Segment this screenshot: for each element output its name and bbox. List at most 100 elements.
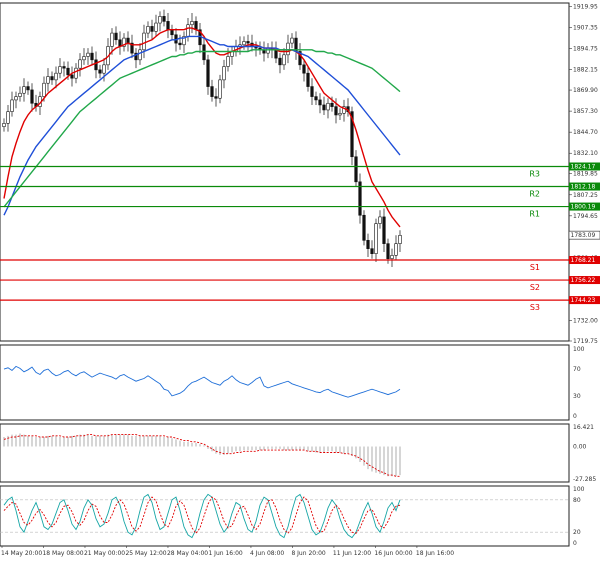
candle-body: [378, 216, 382, 224]
candle-body: [162, 16, 166, 22]
candle-body: [66, 67, 70, 76]
price-y-tick-label: 1719.75: [573, 338, 598, 345]
candle-body: [302, 64, 306, 74]
candle-body: [138, 49, 142, 61]
candle-body: [14, 96, 18, 101]
level-name-label: R3: [529, 169, 540, 178]
candle-body: [382, 216, 386, 244]
candle-body: [286, 42, 290, 56]
oscillator-3-y-tick-label: 20: [573, 529, 581, 536]
price-plot-frame: [0, 2, 570, 342]
candle-body: [306, 72, 310, 87]
oscillator-1-line: [3, 365, 401, 398]
candle-body: [42, 82, 46, 97]
candle-body: [26, 86, 30, 91]
time-tick-label: 4 Jun 08:00: [250, 550, 284, 557]
candle-body: [110, 32, 114, 47]
oscillator-2-panel: 16.421 0.00 -27.285: [0, 423, 596, 483]
candle-body: [170, 29, 174, 36]
candle-body: [82, 56, 86, 61]
candle-body: [386, 243, 390, 259]
candle-body: [6, 111, 10, 124]
time-tick-label: 8 Jun 20:00: [291, 550, 325, 557]
level-value-tag: [569, 276, 600, 285]
candle-body: [274, 49, 278, 59]
moving-average-line: [3, 35, 401, 216]
level-value-tag: [569, 162, 600, 171]
candle-body: [86, 52, 90, 57]
time-tick-label: 11 Jun 12:00: [333, 550, 371, 557]
candle-body: [322, 104, 326, 111]
candle-body: [134, 52, 138, 61]
candle-body: [74, 67, 78, 79]
candle-body: [22, 86, 26, 94]
level-value-text: 1768.21: [571, 257, 596, 264]
candle-body: [318, 99, 322, 106]
candle-body: [370, 248, 374, 254]
candle-body: [222, 66, 226, 81]
candle-body: [146, 26, 150, 34]
level-value-text: 1812.18: [571, 184, 596, 191]
candle-body: [266, 47, 270, 54]
candle-body: [298, 51, 302, 66]
price-panel: 1919.95 1907.35 1894.75 1882.15 1869.90 1857.…: [0, 2, 600, 345]
candle-body: [246, 41, 250, 44]
candle-body: [94, 59, 98, 71]
oscillator-2-frame: [0, 423, 570, 483]
candle-body: [374, 223, 378, 254]
candle-body: [282, 54, 286, 66]
candle-body: [334, 106, 338, 116]
candle-body: [226, 56, 230, 67]
oscillator-2-y-tick-label: 16.421: [573, 424, 594, 431]
oscillator-1-y-tick-label: 100: [573, 346, 585, 353]
candle-body: [98, 69, 102, 74]
candle-body: [154, 22, 158, 32]
candle-body: [310, 86, 314, 97]
oscillator-2-y-tick-label: -27.285: [573, 476, 596, 483]
price-y-tick-label: 1819.85: [573, 171, 598, 178]
candle-body: [366, 240, 370, 249]
oscillator-3-line: [3, 496, 401, 535]
price-y-tick-label: 1807.25: [573, 192, 598, 199]
level-name-label: R1: [529, 210, 540, 219]
price-y-tick-label: 1857.30: [573, 108, 598, 115]
price-y-tick-label: 1882.15: [573, 67, 598, 74]
candle-body: [330, 102, 334, 107]
candle-body: [130, 42, 134, 54]
candle-body: [398, 234, 402, 244]
level-name-label: S2: [530, 283, 540, 292]
price-y-tick-label: 1894.75: [573, 46, 598, 53]
oscillator-1-y-tick-label: 30: [573, 393, 581, 400]
oscillator-3-y-tick-label: 100: [573, 486, 585, 493]
price-y-tick-label: 1832.10: [573, 150, 598, 157]
candle-body: [206, 59, 210, 87]
oscillator-2-y-tick-label: 0.00: [573, 444, 587, 451]
candle-body: [18, 92, 22, 97]
oscillator-2-signal-line: [3, 434, 400, 477]
candle-body: [242, 41, 246, 46]
candle-body: [354, 156, 358, 183]
last-price-tag: [568, 230, 600, 240]
oscillator-1-y-tick-label: 0: [573, 413, 577, 420]
candle-body: [122, 37, 126, 47]
time-tick-label: 25 May 12:00: [125, 550, 166, 557]
oscillator-3-y-tick-label: 80: [573, 497, 581, 504]
oscillator-3-line: [3, 493, 401, 539]
candle-body: [78, 59, 82, 69]
oscillator-1-panel: 100 70 30 0: [0, 344, 585, 421]
level-value-text: 1744.23: [571, 297, 596, 304]
level-value-text: 1800.19: [571, 204, 596, 211]
level-value-text: 1756.22: [571, 277, 596, 284]
candle-body: [218, 79, 222, 99]
candle-body: [30, 89, 34, 104]
candle-body: [290, 37, 294, 44]
price-y-tick-label: 1919.95: [573, 3, 598, 10]
candle-body: [186, 24, 190, 37]
candle-body: [90, 52, 94, 61]
level-name-label: R2: [529, 190, 540, 199]
time-axis: 14 May 20:00 18 May 08:00 21 May 00:00 25 M…: [1, 546, 454, 557]
oscillator-3-y-tick-label: 0: [573, 540, 577, 547]
price-y-tick-label: 1844.70: [573, 129, 598, 136]
candle-body: [194, 21, 198, 31]
